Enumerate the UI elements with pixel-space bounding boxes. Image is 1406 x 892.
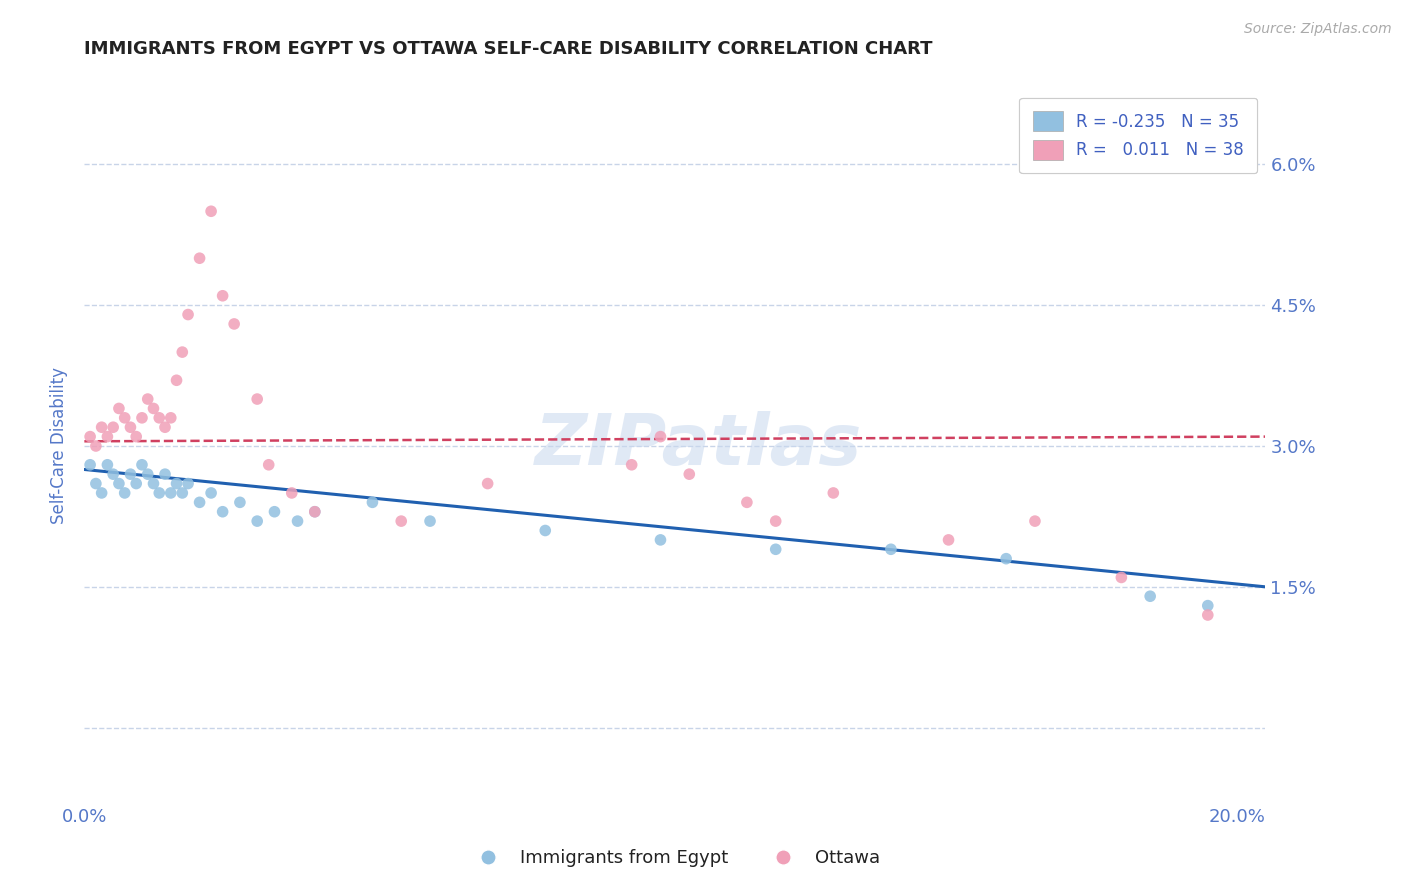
Point	[304, 505, 326, 519]
Point	[159, 486, 181, 500]
Point	[224, 317, 246, 331]
Point	[938, 533, 960, 547]
Point	[177, 476, 200, 491]
Legend: R = -0.235   N = 35, R =   0.011   N = 38: R = -0.235 N = 35, R = 0.011 N = 38	[1019, 97, 1257, 173]
Point	[1111, 570, 1133, 584]
Point	[120, 420, 142, 434]
Point	[257, 458, 280, 472]
Point	[96, 458, 118, 472]
Point	[650, 533, 672, 547]
Point	[200, 486, 222, 500]
Point	[177, 308, 200, 322]
Point	[114, 486, 136, 500]
Point	[96, 429, 118, 443]
Point	[108, 476, 131, 491]
Point	[166, 373, 188, 387]
Point	[120, 467, 142, 482]
Point	[148, 486, 170, 500]
Point	[880, 542, 903, 557]
Point	[90, 420, 112, 434]
Point	[304, 505, 326, 519]
Point	[84, 476, 107, 491]
Point	[1197, 607, 1219, 622]
Point	[79, 458, 101, 472]
Point	[1139, 589, 1161, 603]
Point	[620, 458, 643, 472]
Point	[90, 486, 112, 500]
Text: IMMIGRANTS FROM EGYPT VS OTTAWA SELF-CARE DISABILITY CORRELATION CHART: IMMIGRANTS FROM EGYPT VS OTTAWA SELF-CAR…	[84, 40, 932, 58]
Point	[79, 429, 101, 443]
Point	[246, 392, 269, 406]
Point	[534, 524, 557, 538]
Point	[101, 420, 124, 434]
Point	[765, 542, 787, 557]
Point	[765, 514, 787, 528]
Point	[136, 392, 159, 406]
Point	[477, 476, 499, 491]
Point	[101, 467, 124, 482]
Point	[159, 410, 181, 425]
Point	[84, 439, 107, 453]
Point	[678, 467, 700, 482]
Point	[281, 486, 304, 500]
Point	[735, 495, 758, 509]
Point	[114, 410, 136, 425]
Point	[125, 429, 148, 443]
Point	[131, 458, 153, 472]
Point	[108, 401, 131, 416]
Point	[389, 514, 412, 528]
Point	[1024, 514, 1046, 528]
Point	[125, 476, 148, 491]
Point	[995, 551, 1018, 566]
Point	[211, 505, 233, 519]
Point	[1197, 599, 1219, 613]
Point	[650, 429, 672, 443]
Y-axis label: Self-Care Disability: Self-Care Disability	[51, 368, 69, 524]
Point	[200, 204, 222, 219]
Point	[361, 495, 384, 509]
Point	[142, 401, 165, 416]
Point	[131, 410, 153, 425]
Point	[166, 476, 188, 491]
Point	[172, 486, 194, 500]
Point	[211, 289, 233, 303]
Point	[229, 495, 252, 509]
Legend: Immigrants from Egypt, Ottawa: Immigrants from Egypt, Ottawa	[463, 842, 887, 874]
Point	[823, 486, 845, 500]
Point	[188, 495, 211, 509]
Point	[153, 467, 176, 482]
Point	[246, 514, 269, 528]
Point	[188, 251, 211, 265]
Point	[153, 420, 176, 434]
Point	[263, 505, 285, 519]
Text: ZIPatlas: ZIPatlas	[534, 411, 862, 481]
Text: Source: ZipAtlas.com: Source: ZipAtlas.com	[1244, 22, 1392, 37]
Point	[287, 514, 309, 528]
Point	[136, 467, 159, 482]
Point	[172, 345, 194, 359]
Point	[419, 514, 441, 528]
Point	[148, 410, 170, 425]
Point	[142, 476, 165, 491]
